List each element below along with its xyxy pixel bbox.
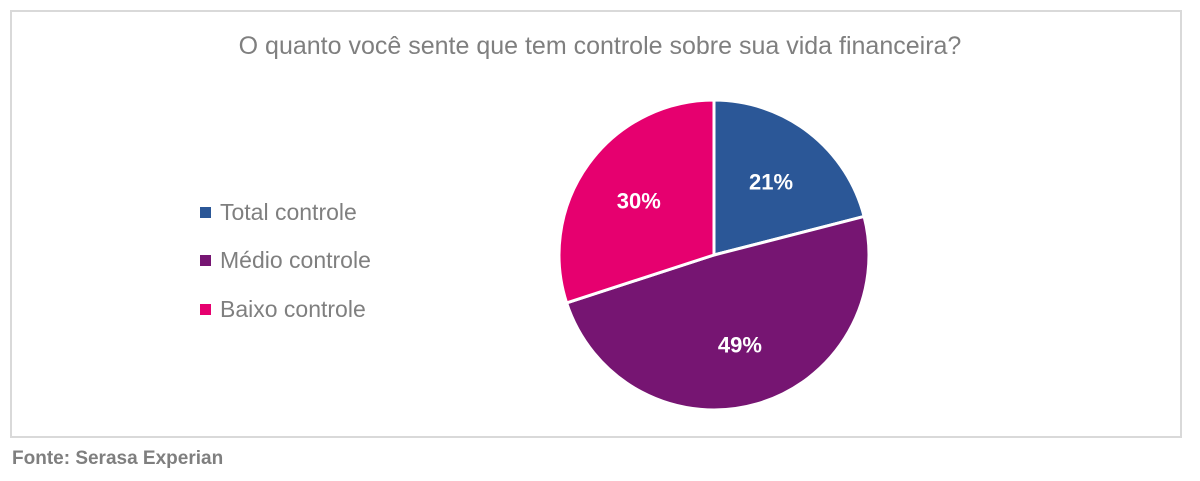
- legend: Total controle Médio controle Baixo cont…: [200, 188, 371, 334]
- source-note: Fonte: Serasa Experian: [12, 448, 224, 469]
- legend-label: Baixo controle: [220, 295, 366, 322]
- data-label-2: 30%: [617, 188, 661, 213]
- legend-item-baixo: Baixo controle: [200, 285, 371, 334]
- chart-frame: [10, 10, 1182, 438]
- legend-label: Médio controle: [220, 247, 371, 274]
- data-label-1: 49%: [718, 332, 762, 357]
- legend-swatch: [200, 206, 211, 218]
- data-label-0: 21%: [749, 170, 793, 195]
- legend-label: Total controle: [220, 198, 357, 225]
- pie-slice-2: [557, 98, 716, 305]
- legend-item-medio: Médio controle: [200, 237, 371, 286]
- chart-title: O quanto você sente que tem controle sob…: [238, 32, 962, 60]
- pie-slice-0: [712, 98, 866, 257]
- legend-swatch: [200, 255, 211, 267]
- legend-swatch: [200, 303, 211, 315]
- legend-item-total: Total controle: [200, 188, 371, 237]
- pie-slice-1: [564, 214, 871, 412]
